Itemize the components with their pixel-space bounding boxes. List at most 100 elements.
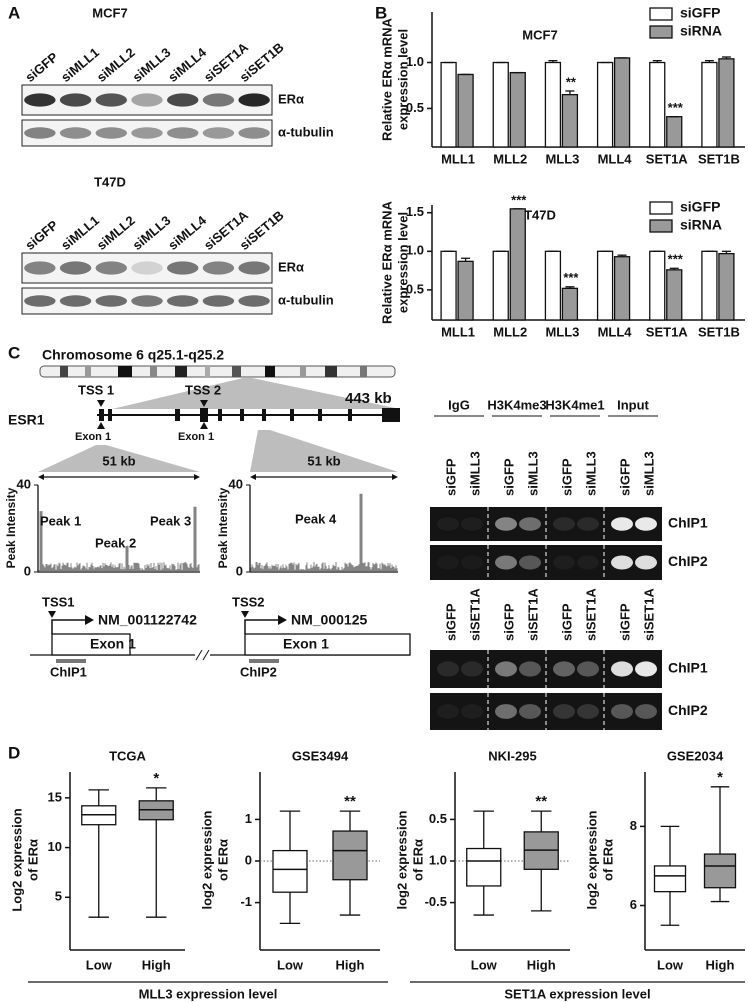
- lane-label: siGFP: [617, 458, 632, 496]
- bar: [509, 71, 526, 148]
- y-tick-label: 0: [24, 563, 31, 578]
- bar: [492, 250, 509, 321]
- bar: [718, 58, 735, 148]
- blot-band: [238, 261, 270, 275]
- bar: [561, 287, 579, 321]
- transcript-name: NM_000125: [291, 612, 367, 628]
- row-label: ERα: [278, 259, 304, 274]
- bar: [666, 116, 683, 148]
- y-tick-label: 0.5: [406, 281, 424, 296]
- arrowhead: [194, 474, 200, 480]
- gel-band: [519, 661, 541, 677]
- y-axis-label: log2 expression: [584, 810, 599, 909]
- transcript-arrow: [51, 619, 86, 634]
- blot-band: [202, 127, 235, 139]
- x-tick-label: Low: [657, 957, 684, 972]
- exon-box: [244, 633, 411, 656]
- axis-break: [195, 649, 210, 661]
- gel-band: [519, 517, 541, 531]
- x-tick-label: SET1B: [698, 324, 740, 339]
- chromosome-band: [265, 366, 275, 377]
- exon-marker: [97, 422, 105, 429]
- zoom-wedge: [38, 445, 200, 472]
- exon-label: Exon 1: [283, 636, 329, 652]
- y-tick-label: 1.5: [406, 204, 424, 219]
- transcript-name: NM_001122742: [98, 612, 197, 628]
- blot-band: [131, 93, 163, 107]
- gel-band: [553, 704, 575, 719]
- exon: [240, 409, 244, 421]
- gel-band: [577, 661, 599, 677]
- significance: *: [153, 770, 159, 787]
- lane-label: siGFP: [443, 458, 458, 496]
- peak-label: Peak 2: [95, 535, 136, 550]
- panel-label: A: [8, 3, 20, 22]
- y-tick-label: 1.0: [406, 243, 424, 258]
- box: [332, 830, 368, 881]
- bar: [718, 252, 735, 321]
- blot-band: [238, 295, 270, 307]
- arrowhead: [85, 615, 94, 625]
- lane-label: siSET1A: [467, 588, 482, 641]
- peak-label: Peak 4: [295, 511, 337, 526]
- gel-band: [519, 704, 541, 719]
- y-tick-label: 0: [245, 852, 252, 867]
- antibody-label: H3K4me1: [545, 397, 604, 412]
- gel-band: [495, 704, 517, 719]
- x-tick-label: High: [527, 957, 556, 972]
- y-tick-label: 8: [630, 818, 637, 833]
- blot-band: [59, 127, 92, 139]
- zoom-wedge: [112, 378, 400, 409]
- blot-band: [59, 93, 92, 107]
- peak-trace: [250, 493, 398, 572]
- y-tick-label: 10: [48, 839, 62, 854]
- x-tick-label: MLL1: [441, 324, 475, 339]
- exon: [318, 409, 322, 421]
- peak-label: Peak 1: [40, 513, 81, 528]
- gel-band: [611, 704, 633, 719]
- chromosome-band: [60, 366, 68, 377]
- exon: [262, 409, 266, 421]
- y-axis-label: log2 expression: [199, 810, 214, 909]
- gel-band: [611, 555, 633, 570]
- x-tick-label: Low: [471, 957, 498, 972]
- gel-band: [611, 661, 633, 677]
- blot-band: [95, 261, 127, 275]
- tss-label: TSS1: [42, 594, 75, 609]
- lane-label: siGFP: [501, 603, 516, 641]
- box: [466, 847, 502, 887]
- significance: **: [566, 74, 577, 89]
- chromosome: [39, 365, 396, 378]
- blot-band: [238, 127, 270, 139]
- exon: [218, 409, 222, 421]
- box: [653, 865, 687, 893]
- bar: [544, 250, 562, 321]
- blot-band: [167, 127, 199, 139]
- gel-band: [437, 661, 459, 677]
- gel-band: [461, 704, 483, 719]
- significance: **: [344, 793, 356, 810]
- y-axis-label: Relative ERα mRNA: [379, 17, 394, 140]
- bar: [613, 256, 631, 321]
- blot-band: [167, 295, 199, 307]
- x-tick-label: MLL1: [441, 151, 475, 166]
- y-axis-label: Peak Intensity: [216, 487, 230, 568]
- gel-band: [553, 555, 575, 570]
- arrowhead: [392, 474, 398, 480]
- y-axis-label: of ERα: [215, 839, 230, 881]
- significance: ***: [668, 252, 684, 267]
- bar: [701, 250, 718, 321]
- significance: ***: [668, 100, 684, 115]
- blot-band: [24, 261, 56, 275]
- row-label: ERα: [278, 91, 304, 106]
- exon: [175, 409, 180, 421]
- x-tick-label: MLL3: [545, 324, 579, 339]
- y-axis-label: of ERα: [25, 839, 40, 881]
- antibody-label: H3K4me3: [487, 397, 546, 412]
- x-tick-label: Low: [86, 957, 113, 972]
- chart-title: GSE3494: [292, 748, 349, 763]
- blot-band: [238, 93, 270, 107]
- blot-band: [24, 295, 56, 307]
- chart-title: T47D: [524, 207, 556, 222]
- x-tick-label: High: [706, 957, 735, 972]
